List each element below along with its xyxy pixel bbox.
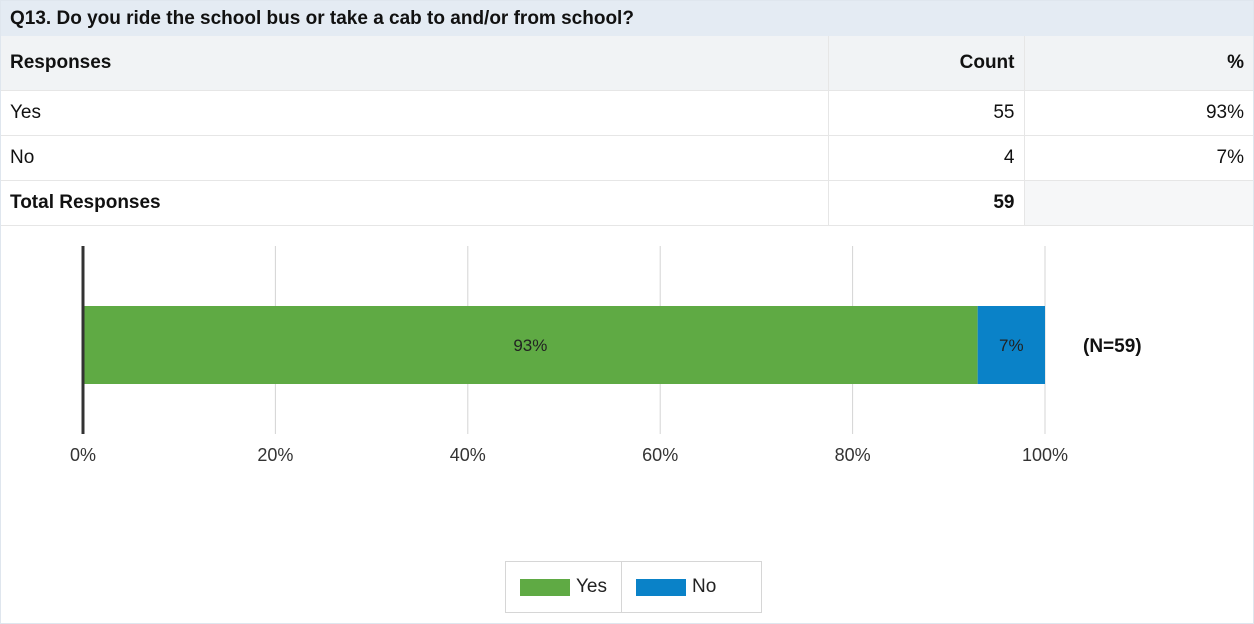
total-row: Total Responses 59 (1, 180, 1253, 226)
header-count: Count (827, 36, 1025, 91)
data-label-yes: 93% (513, 336, 547, 355)
table-row: No 4 7% (1, 135, 1253, 181)
stacked-bar-chart: 0% 20% 40% 60% 80% 100% 93% 7% (N=59) (70, 246, 1142, 465)
row-percent: 7% (1024, 135, 1253, 181)
legend-item-no: No (621, 562, 730, 612)
x-tick-label: 80% (835, 445, 871, 465)
legend-swatch-yes (520, 578, 570, 596)
header-responses: Responses (1, 36, 828, 91)
x-tick-label: 0% (70, 445, 96, 465)
legend-swatch-no (636, 578, 686, 596)
total-label: Total Responses (1, 180, 828, 226)
question-title: Q13. Do you ride the school bus or take … (1, 1, 1253, 36)
bar-segment-no (977, 306, 1045, 384)
n-annotation: (N=59) (1083, 336, 1142, 357)
header-percent: % (1024, 36, 1253, 91)
legend-label-no: No (692, 576, 717, 597)
table-header-row: Responses Count % (1, 36, 1253, 91)
row-percent: 93% (1024, 90, 1253, 136)
x-tick-label: 100% (1022, 445, 1068, 465)
legend-item-yes: Yes (506, 562, 621, 612)
x-tick-label: 40% (450, 445, 486, 465)
table-row: Yes 55 93% (1, 90, 1253, 136)
legend-label-yes: Yes (576, 576, 607, 597)
row-count: 4 (827, 135, 1025, 181)
data-label-no: 7% (999, 336, 1024, 355)
row-label: No (1, 135, 828, 181)
total-count: 59 (827, 180, 1025, 226)
row-label: Yes (1, 90, 828, 136)
responses-table: Responses Count % Yes 55 93% No 4 7% Tot… (1, 36, 1253, 226)
x-tick-label: 20% (257, 445, 293, 465)
chart-legend: Yes No (505, 561, 762, 613)
total-percent (1024, 180, 1253, 226)
row-count: 55 (827, 90, 1025, 136)
bar-segment-yes (83, 306, 978, 384)
x-tick-label: 60% (642, 445, 678, 465)
